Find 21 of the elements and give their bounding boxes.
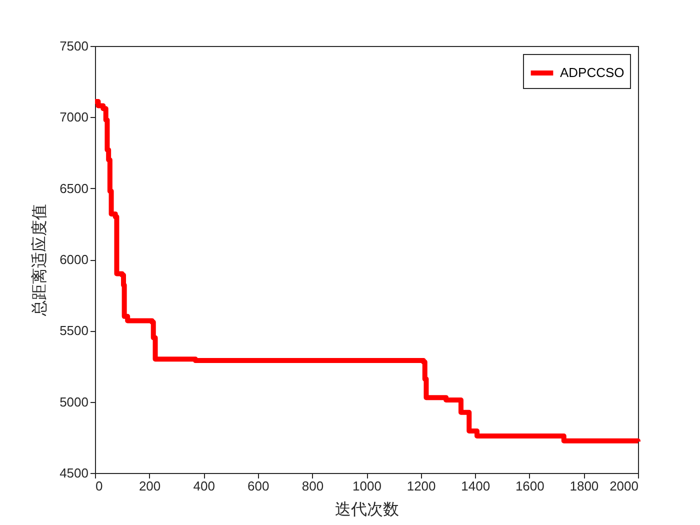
y-axis-title: 总距离适应度值 — [30, 204, 49, 317]
legend-label: ADPCCSO — [560, 65, 624, 80]
x-tick-label: 200 — [138, 478, 161, 494]
y-tick-label: 6500 — [60, 180, 88, 196]
y-tick-label: 6000 — [60, 252, 88, 267]
y-tick-label: 7500 — [60, 38, 88, 54]
y-tick-label: 4500 — [60, 466, 88, 480]
x-tick-label: 0 — [96, 478, 103, 494]
x-tick-label: 1000 — [352, 478, 382, 494]
x-tick-label: 1600 — [515, 478, 544, 494]
y-tick-label: 7000 — [60, 110, 88, 125]
x-tick-label: 400 — [193, 478, 215, 494]
y-tick-label: 5000 — [60, 394, 88, 410]
x-tick-label: 2000 — [610, 478, 638, 494]
x-tick-label: 1400 — [461, 478, 490, 494]
x-tick-label: 800 — [302, 478, 324, 494]
x-tick-label: 1800 — [570, 478, 599, 494]
y-tick-label: 5500 — [60, 323, 88, 338]
x-axis-title: 迭代次数 — [335, 500, 399, 518]
x-tick-label: 600 — [248, 478, 270, 494]
x-tick-label: 1200 — [406, 478, 436, 494]
